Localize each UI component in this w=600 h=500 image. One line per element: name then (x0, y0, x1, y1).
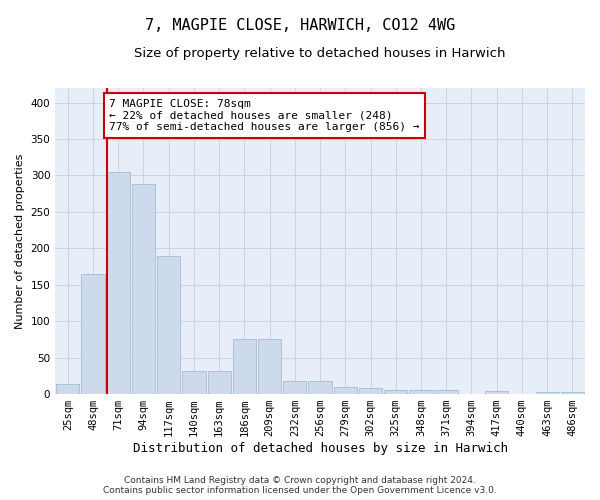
Bar (258, 340, 281, 394)
Text: Contains HM Land Registry data © Crown copyright and database right 2024.
Contai: Contains HM Land Registry data © Crown c… (103, 476, 497, 495)
Bar (536, 392, 559, 394)
Bar (107, 172, 130, 394)
Bar (208, 371, 231, 394)
Title: Size of property relative to detached houses in Harwich: Size of property relative to detached ho… (134, 48, 506, 60)
Bar (434, 390, 458, 394)
Bar (485, 391, 508, 394)
Bar (283, 381, 307, 394)
Bar (409, 390, 433, 394)
Bar (233, 340, 256, 394)
Text: 7 MAGPIE CLOSE: 78sqm
← 22% of detached houses are smaller (248)
77% of semi-det: 7 MAGPIE CLOSE: 78sqm ← 22% of detached … (109, 99, 419, 132)
Y-axis label: Number of detached properties: Number of detached properties (15, 154, 25, 329)
Bar (56, 384, 79, 394)
Bar (308, 381, 332, 394)
X-axis label: Distribution of detached houses by size in Harwich: Distribution of detached houses by size … (133, 442, 508, 455)
Bar (182, 371, 206, 394)
Bar (157, 256, 181, 394)
Bar (561, 392, 584, 394)
Bar (132, 184, 155, 394)
Bar (359, 388, 382, 394)
Bar (334, 387, 357, 394)
Bar (82, 274, 104, 394)
Bar (384, 390, 407, 394)
Text: 7, MAGPIE CLOSE, HARWICH, CO12 4WG: 7, MAGPIE CLOSE, HARWICH, CO12 4WG (145, 18, 455, 32)
